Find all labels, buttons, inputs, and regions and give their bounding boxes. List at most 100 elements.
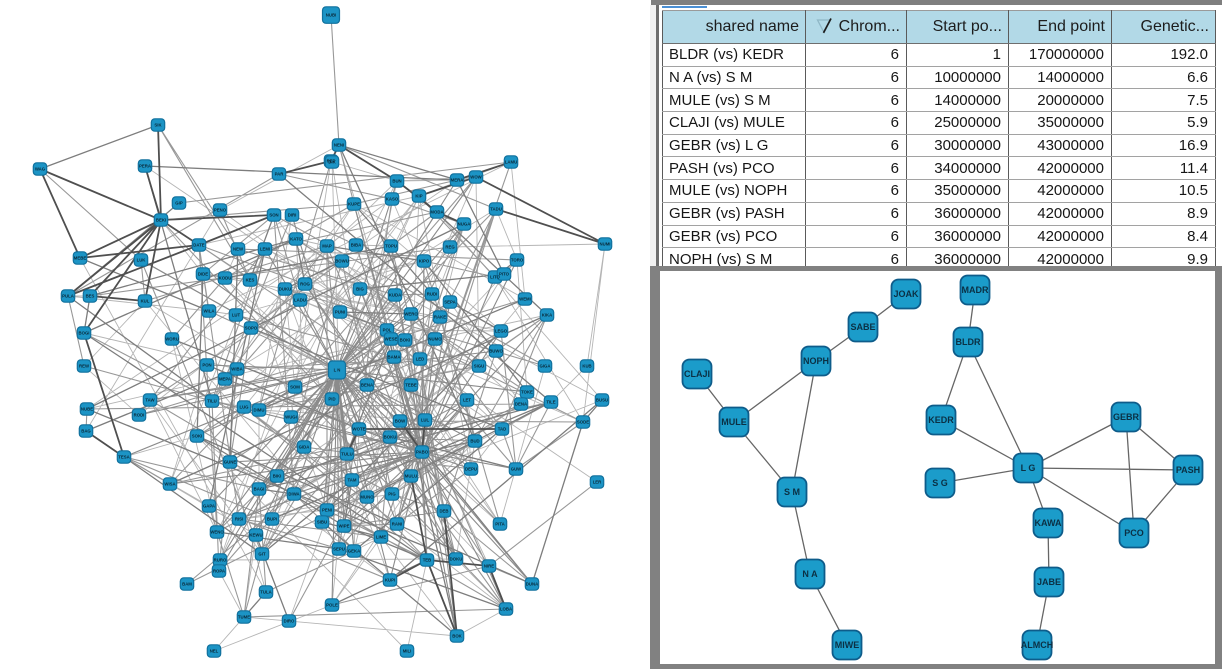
svg-text:PCO: PCO	[1124, 528, 1144, 538]
svg-text:KEWU: KEWU	[249, 533, 262, 538]
svg-text:ROPA: ROPA	[213, 569, 225, 574]
svg-text:MIWE: MIWE	[835, 640, 860, 650]
svg-text:BENA: BENA	[361, 383, 373, 388]
svg-text:WOTE: WOTE	[353, 427, 366, 432]
svg-text:LUL: LUL	[421, 418, 430, 423]
svg-text:TOKE: TOKE	[521, 390, 533, 395]
svg-text:WISA: WISA	[164, 482, 175, 487]
svg-text:BOW: BOW	[395, 419, 406, 424]
svg-text:GIT: GIT	[258, 552, 266, 557]
svg-text:BIKI: BIKI	[273, 474, 282, 479]
svg-text:LUG: LUG	[239, 405, 249, 410]
svg-text:LITO: LITO	[490, 275, 500, 280]
svg-text:SIBU: SIBU	[317, 520, 327, 525]
svg-text:TESA: TESA	[118, 455, 129, 460]
svg-text:TAW: TAW	[145, 398, 155, 403]
svg-text:BOWU: BOWU	[335, 259, 349, 264]
svg-text:TAM: TAM	[348, 478, 357, 483]
svg-text:BIBA: BIBA	[351, 243, 362, 248]
svg-text:REP: REP	[327, 159, 336, 164]
svg-text:NUBE: NUBE	[81, 407, 93, 412]
svg-text:PITA: PITA	[495, 522, 504, 527]
svg-text:GUW: GUW	[511, 467, 522, 472]
svg-text:KUPE: KUPE	[348, 202, 360, 207]
svg-text:BAGI: BAGI	[254, 487, 265, 492]
svg-text:TADU: TADU	[490, 207, 502, 212]
svg-text:PUNI: PUNI	[335, 310, 345, 315]
svg-text:DIMU: DIMU	[254, 408, 265, 413]
svg-text:BUD: BUD	[470, 439, 479, 444]
svg-text:BES: BES	[86, 294, 95, 299]
svg-text:MAP: MAP	[322, 244, 332, 249]
svg-text:SIGU: SIGU	[474, 364, 485, 369]
svg-text:PIG: PIG	[388, 492, 396, 497]
svg-text:PID: PID	[328, 397, 335, 402]
svg-text:PERA: PERA	[139, 164, 151, 169]
svg-text:DIRO: DIRO	[284, 619, 295, 624]
svg-text:KUDA: KUDA	[389, 293, 401, 298]
svg-text:BUWO: BUWO	[489, 349, 503, 354]
svg-text:BUSU: BUSU	[596, 398, 608, 403]
svg-text:MULE: MULE	[721, 417, 747, 427]
svg-text:NUMI: NUMI	[600, 242, 611, 247]
svg-text:NUMO: NUMO	[428, 337, 442, 342]
svg-text:KAWA: KAWA	[1035, 518, 1063, 528]
svg-text:RANI: RANI	[392, 522, 403, 527]
svg-text:WILA: WILA	[204, 309, 215, 314]
svg-text:BOKU: BOKU	[384, 435, 397, 440]
svg-text:BEKI: BEKI	[156, 218, 166, 223]
svg-text:MULU: MULU	[405, 474, 417, 479]
svg-text:PITO: PITO	[499, 272, 510, 277]
svg-text:WOW: WOW	[470, 175, 482, 180]
svg-text:PON: PON	[202, 363, 211, 368]
svg-text:BUPI: BUPI	[267, 517, 277, 522]
svg-text:NENI: NENI	[334, 143, 344, 148]
svg-text:SOPO: SOPO	[245, 326, 258, 331]
svg-text:KIKA: KIKA	[542, 313, 553, 318]
svg-text:POL: POL	[383, 328, 392, 333]
svg-text:GIP: GIP	[175, 201, 183, 206]
svg-text:BAG: BAG	[81, 429, 91, 434]
svg-text:GUNE: GUNE	[224, 460, 237, 465]
svg-text:GEKA: GEKA	[348, 549, 360, 554]
svg-text:DATE: DATE	[193, 243, 205, 248]
svg-text:DIK: DIK	[328, 160, 336, 165]
svg-text:LADU: LADU	[294, 298, 306, 303]
svg-text:BAM: BAM	[182, 582, 192, 587]
svg-text:KATO: KATO	[290, 237, 302, 242]
svg-text:SIK: SIK	[154, 123, 162, 128]
svg-text:TORO: TORO	[511, 258, 524, 263]
svg-text:SON: SON	[269, 213, 278, 218]
svg-text:WIBA: WIBA	[231, 367, 242, 372]
svg-text:REW: REW	[79, 364, 90, 369]
svg-text:KUPI: KUPI	[385, 578, 395, 583]
svg-text:ALMCH: ALMCH	[1021, 640, 1054, 650]
svg-text:RISI: RISI	[235, 517, 243, 522]
svg-text:JOAK: JOAK	[893, 289, 919, 299]
svg-text:TEBE: TEBE	[405, 383, 417, 388]
svg-text:WAG: WAG	[35, 167, 46, 172]
svg-text:KIP: KIP	[415, 194, 422, 199]
svg-text:JABE: JABE	[1037, 577, 1061, 587]
svg-text:GEBR: GEBR	[1113, 412, 1140, 422]
svg-text:RAKE: RAKE	[434, 315, 446, 320]
svg-text:BOK: BOK	[452, 634, 462, 639]
svg-text:PULA: PULA	[62, 294, 74, 299]
svg-text:DEB: DEB	[439, 509, 448, 514]
svg-text:KIPO: KIPO	[419, 259, 430, 264]
svg-text:TOPU: TOPU	[385, 244, 397, 249]
svg-text:POLE: POLE	[326, 603, 338, 608]
svg-text:KUB: KUB	[582, 364, 591, 369]
svg-text:MODA: MODA	[430, 210, 443, 215]
svg-text:MADR: MADR	[962, 285, 989, 295]
svg-text:KEDR: KEDR	[928, 415, 954, 425]
svg-text:BLDR: BLDR	[956, 337, 981, 347]
svg-text:RURO: RURO	[214, 558, 227, 563]
svg-text:TULA: TULA	[260, 590, 271, 595]
svg-text:TULU: TULU	[341, 452, 352, 457]
svg-text:DENA: DENA	[515, 402, 527, 407]
svg-text:NOPH: NOPH	[803, 356, 829, 366]
svg-text:ROG: ROG	[300, 282, 310, 287]
svg-text:WEMI: WEMI	[519, 297, 531, 302]
svg-text:NUGA: NUGA	[458, 222, 471, 227]
